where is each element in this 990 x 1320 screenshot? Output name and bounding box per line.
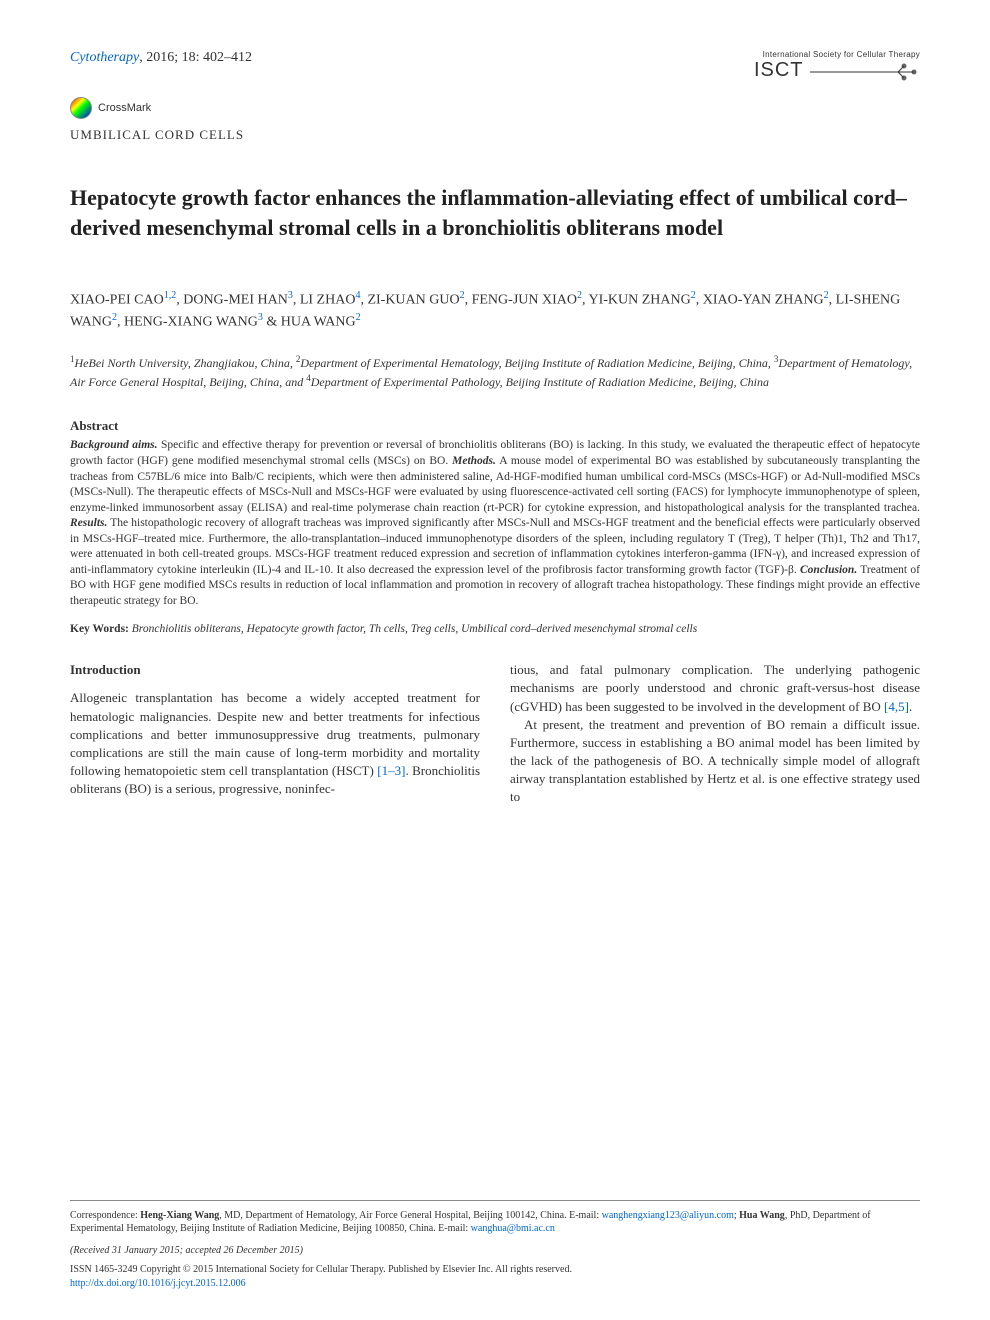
abstract-heading: Abstract <box>70 418 920 434</box>
issn-copyright: ISSN 1465-3249 Copyright © 2015 Internat… <box>70 1263 920 1277</box>
crossmark-badge[interactable]: CrossMark <box>70 97 920 119</box>
author-affil-sup: 2 <box>824 290 829 301</box>
body-paragraph: tious, and fatal pulmonary complication.… <box>510 661 920 716</box>
isct-logo: International Society for Cellular Thera… <box>754 50 920 85</box>
affiliations: 1HeBei North University, Zhangjiakou, Ch… <box>70 353 920 391</box>
abstract-section-label: Results. <box>70 517 107 529</box>
author: LI ZHAO <box>300 292 356 307</box>
author-affil-sup: 2 <box>356 312 361 323</box>
author: XIAO-PEI CAO <box>70 292 164 307</box>
author: XIAO-YAN ZHANG <box>703 292 824 307</box>
body-paragraph: Allogeneic transplantation has become a … <box>70 689 480 798</box>
author: YI-KUN ZHANG <box>588 292 690 307</box>
abstract-section-label: Conclusion. <box>800 564 857 576</box>
received-dates: (Received 31 January 2015; accepted 26 D… <box>70 1244 920 1258</box>
author: FENG-JUN XIAO <box>472 292 577 307</box>
column-left: Introduction Allogeneic transplantation … <box>70 661 480 807</box>
page-header: Cytotherapy, 2016; 18: 402–412 Internati… <box>70 50 920 85</box>
author-affil-sup: 3 <box>258 312 263 323</box>
corr-text: , MD, Department of Hematology, Air Forc… <box>219 1210 601 1221</box>
isct-network-icon <box>810 62 920 85</box>
author-affil-sup: 2 <box>112 312 117 323</box>
author: HUA WANG <box>281 315 356 330</box>
corr-author-name: Heng-Xiang Wang <box>140 1210 219 1221</box>
abstract-section-label: Background aims. <box>70 439 158 451</box>
author-affil-sup: 1,2 <box>164 290 177 301</box>
email-link[interactable]: wanghua@bmi.ac.cn <box>471 1223 555 1234</box>
author-affil-sup: 2 <box>691 290 696 301</box>
article-title: Hepatocyte growth factor enhances the in… <box>70 183 920 242</box>
author: ZI-KUAN GUO <box>367 292 459 307</box>
author-affil-sup: 2 <box>460 290 465 301</box>
affiliation: HeBei North University, Zhangjiakou, Chi… <box>75 356 296 370</box>
author-affil-sup: 2 <box>577 290 582 301</box>
body-text: . <box>909 699 912 714</box>
email-link[interactable]: wanghengxiang123@aliyun.com <box>602 1210 734 1221</box>
abstract-section-label: Methods. <box>452 455 496 467</box>
journal-citation: Cytotherapy, 2016; 18: 402–412 <box>70 50 252 66</box>
abstract-body: Background aims. Specific and effective … <box>70 438 920 609</box>
affiliation: Department of Experimental Hematology, B… <box>300 356 774 370</box>
society-acronym: ISCT <box>754 59 804 82</box>
body-text: tious, and fatal pulmonary complication.… <box>510 662 920 713</box>
correspondence: Correspondence: Heng-Xiang Wang, MD, Dep… <box>70 1209 920 1236</box>
keywords-list: Bronchiolitis obliterans, Hepatocyte gro… <box>132 623 697 635</box>
correspondence-label: Correspondence: <box>70 1210 140 1221</box>
author: DONG-MEI HAN <box>183 292 288 307</box>
body-paragraph: At present, the treatment and prevention… <box>510 716 920 807</box>
body-columns: Introduction Allogeneic transplantation … <box>70 661 920 807</box>
author-affil-sup: 4 <box>355 290 360 301</box>
author: HENG-XIANG WANG <box>124 315 258 330</box>
citation-link[interactable]: [1–3] <box>377 763 405 778</box>
author-list: XIAO-PEI CAO1,2, DONG-MEI HAN3, LI ZHAO4… <box>70 288 920 333</box>
keywords-label: Key Words: <box>70 623 129 635</box>
society-tagline: International Society for Cellular Thera… <box>754 50 920 59</box>
abstract-text: The histopathologic recovery of allograf… <box>70 517 920 576</box>
citation-link[interactable]: [4,5] <box>884 699 909 714</box>
page-footer: Correspondence: Heng-Xiang Wang, MD, Dep… <box>70 1200 920 1291</box>
journal-name: Cytotherapy <box>70 50 139 65</box>
column-right: tious, and fatal pulmonary complication.… <box>510 661 920 807</box>
year-pages: , 2016; 18: 402–412 <box>139 50 252 65</box>
article-section-label: UMBILICAL CORD CELLS <box>70 127 920 143</box>
keywords: Key Words: Bronchiolitis obliterans, Hep… <box>70 623 920 635</box>
introduction-heading: Introduction <box>70 661 480 679</box>
affiliation: Department of Experimental Pathology, Be… <box>311 375 769 389</box>
doi-link[interactable]: http://dx.doi.org/10.1016/j.jcyt.2015.12… <box>70 1277 920 1291</box>
crossmark-label: CrossMark <box>98 102 151 114</box>
author-affil-sup: 3 <box>288 290 293 301</box>
crossmark-icon <box>70 97 92 119</box>
corr-author-name: Hua Wang <box>739 1210 785 1221</box>
